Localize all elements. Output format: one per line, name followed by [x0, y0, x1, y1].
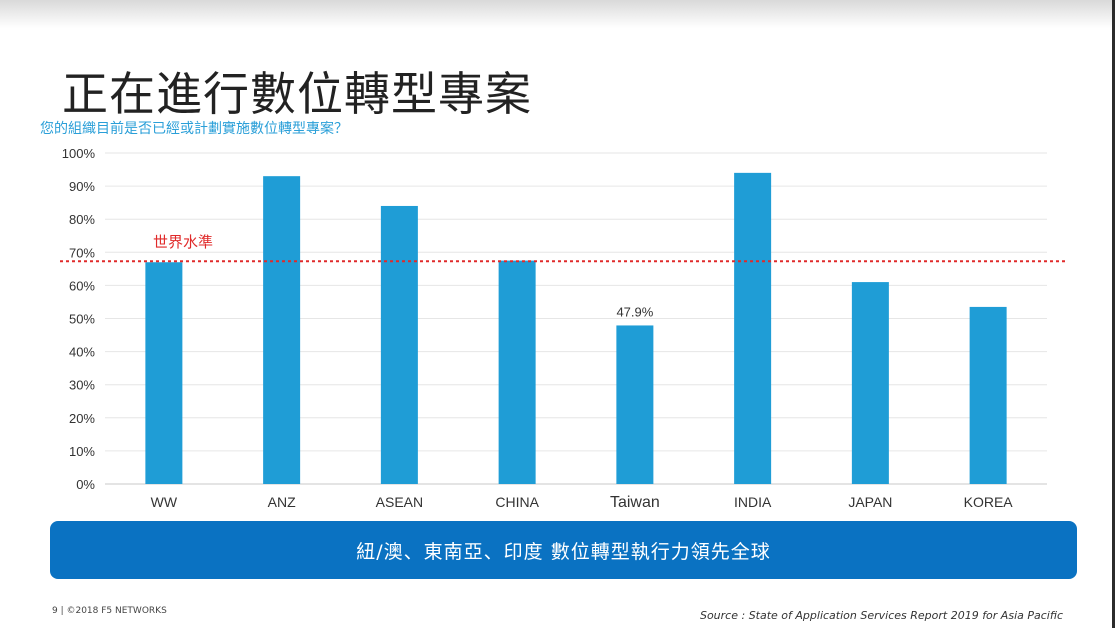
x-tick-label: ANZ — [268, 494, 296, 510]
x-tick-label: INDIA — [734, 494, 772, 510]
x-tick-label: ASEAN — [376, 494, 423, 510]
y-tick-label: 60% — [69, 278, 95, 293]
bar — [498, 260, 536, 484]
y-tick-label: 40% — [69, 345, 95, 360]
x-tick-label: WW — [151, 494, 178, 510]
bar-chart: 0% 10% 20% 30% 40% 50% 60% 70% 80% 90% 100% WW ANZ AS… — [60, 146, 1068, 511]
slide-title: 正在進行數位轉型專案 — [62, 67, 532, 121]
x-tick-label: Taiwan — [610, 494, 660, 511]
y-tick-label: 80% — [69, 212, 95, 227]
y-tick-label: 30% — [69, 378, 95, 393]
x-tick-label: JAPAN — [848, 494, 892, 510]
bar — [851, 282, 889, 484]
summary-banner: 紐/澳、東南亞、印度 數位轉型執行力領先全球 — [50, 521, 1077, 579]
bar — [263, 176, 301, 485]
y-tick-label: 90% — [69, 179, 95, 194]
x-tick-label: KOREA — [964, 494, 1014, 510]
data-label: 47.9% — [616, 304, 653, 319]
y-tick-label: 0% — [76, 477, 95, 492]
bar — [145, 262, 183, 484]
bar — [380, 205, 418, 484]
bar — [734, 172, 772, 485]
y-tick-label: 70% — [69, 245, 95, 260]
right-border — [1112, 0, 1115, 628]
reference-line-label: 世界水準 — [153, 233, 213, 251]
footer-page-number: 9 | ©2018 F5 NETWORKS — [52, 606, 167, 616]
x-tick-label: CHINA — [495, 494, 539, 510]
summary-banner-text: 紐/澳、東南亞、印度 數位轉型執行力領先全球 — [356, 540, 771, 563]
bar — [616, 325, 654, 484]
y-tick-label: 20% — [69, 411, 95, 426]
y-tick-label: 10% — [69, 444, 95, 459]
top-shade — [0, 0, 1115, 28]
bar — [969, 306, 1007, 484]
slide-subtitle: 您的組織目前是否已經或計劃實施數位轉型專案？ — [40, 121, 348, 137]
footer-source: Source : State of Application Services R… — [699, 609, 1063, 622]
y-tick-label: 50% — [69, 312, 95, 327]
y-tick-label: 100% — [62, 146, 96, 161]
